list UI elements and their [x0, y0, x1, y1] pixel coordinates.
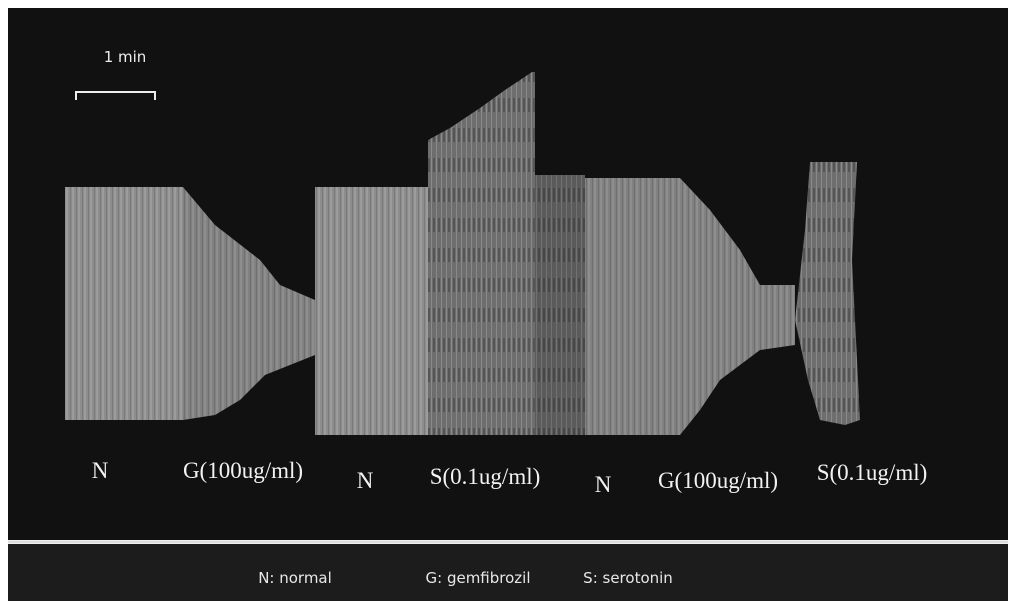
segment-label: G(100ug/ml) [658, 468, 778, 493]
segment-serotonin [795, 162, 860, 425]
segment-label: N [357, 468, 374, 493]
legend-entry: G: gemfibrozil [426, 569, 531, 587]
segment-transition [535, 175, 585, 435]
segment-label: S(0.1ug/ml) [817, 460, 928, 485]
segment-label: G(100ug/ml) [183, 458, 303, 483]
segment-label: S(0.1ug/ml) [430, 464, 541, 489]
segment-gemfibrozil [183, 187, 315, 420]
segment-label: N [595, 472, 612, 497]
scale-label: 1 min [104, 48, 147, 66]
segment-normal [315, 187, 428, 435]
segment-label: N [92, 458, 109, 483]
legend-strip [8, 544, 1008, 601]
segment-serotonin [428, 72, 535, 435]
legend-entry: S: serotonin [583, 569, 673, 587]
segment-normal [65, 187, 183, 420]
scale-bar [75, 91, 156, 100]
legend-entry: N: normal [258, 569, 332, 587]
segment-normal-gemfibrozil [585, 178, 795, 435]
